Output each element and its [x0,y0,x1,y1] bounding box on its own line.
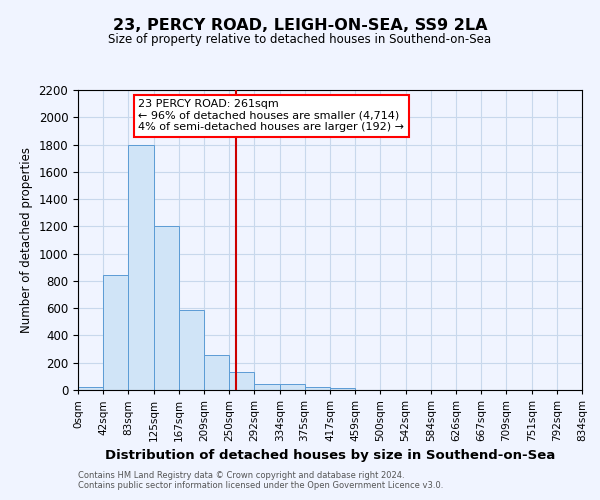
Bar [229,372,254,390]
Bar [330,388,355,390]
X-axis label: Distribution of detached houses by size in Southend-on-Sea: Distribution of detached houses by size … [105,450,555,462]
Text: 23, PERCY ROAD, LEIGH-ON-SEA, SS9 2LA: 23, PERCY ROAD, LEIGH-ON-SEA, SS9 2LA [113,18,487,32]
Bar [305,386,330,390]
Text: Size of property relative to detached houses in Southend-on-Sea: Size of property relative to detached ho… [109,32,491,46]
Text: 23 PERCY ROAD: 261sqm
← 96% of detached houses are smaller (4,714)
4% of semi-de: 23 PERCY ROAD: 261sqm ← 96% of detached … [139,99,404,132]
Text: Contains public sector information licensed under the Open Government Licence v3: Contains public sector information licen… [78,480,443,490]
Y-axis label: Number of detached properties: Number of detached properties [20,147,33,333]
Text: Contains HM Land Registry data © Crown copyright and database right 2024.: Contains HM Land Registry data © Crown c… [78,470,404,480]
Bar [280,384,305,390]
Bar [205,354,229,390]
Bar [78,386,103,390]
Bar [179,310,205,390]
Bar [103,276,128,390]
Bar [154,226,179,390]
Bar [128,144,154,390]
Bar [254,384,280,390]
